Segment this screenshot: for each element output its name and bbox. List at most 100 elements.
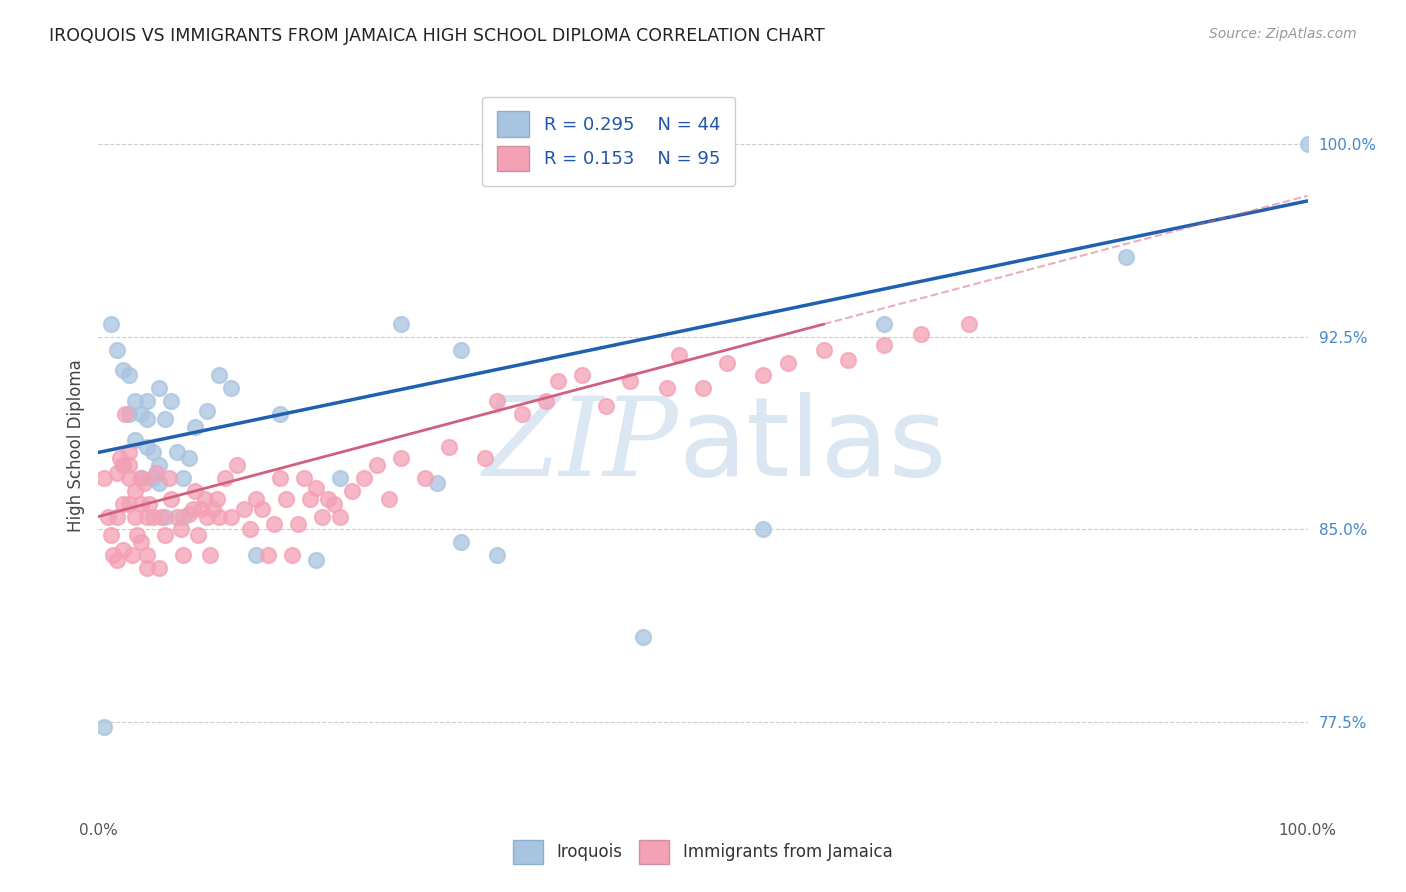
Point xyxy=(263,517,285,532)
Point xyxy=(205,491,228,506)
Point xyxy=(287,517,309,532)
Point xyxy=(873,337,896,351)
Point xyxy=(377,491,399,506)
Point xyxy=(111,363,134,377)
Point xyxy=(148,381,170,395)
Point xyxy=(752,523,775,537)
Point xyxy=(129,535,152,549)
Point xyxy=(486,548,509,562)
Point xyxy=(198,548,221,562)
Point xyxy=(118,368,141,383)
Point xyxy=(571,368,593,383)
Point xyxy=(342,483,364,498)
Point xyxy=(486,394,509,409)
Point xyxy=(450,535,472,549)
Point xyxy=(389,317,412,331)
Point xyxy=(135,561,157,575)
Point xyxy=(97,509,120,524)
Point xyxy=(214,471,236,485)
Point xyxy=(121,548,143,562)
Point xyxy=(111,497,134,511)
Point xyxy=(269,407,291,421)
Point xyxy=(194,491,217,506)
Point xyxy=(305,553,328,567)
Point xyxy=(957,317,980,331)
Text: IROQUOIS VS IMMIGRANTS FROM JAMAICA HIGH SCHOOL DIPLOMA CORRELATION CHART: IROQUOIS VS IMMIGRANTS FROM JAMAICA HIGH… xyxy=(49,27,825,45)
Point xyxy=(1115,251,1137,265)
Point xyxy=(153,509,176,524)
Point xyxy=(142,509,165,524)
Point xyxy=(100,527,122,541)
Point xyxy=(166,509,188,524)
Point xyxy=(124,433,146,447)
Point xyxy=(166,445,188,459)
Point xyxy=(135,548,157,562)
Point xyxy=(813,343,835,357)
Point xyxy=(135,440,157,454)
Point xyxy=(595,399,617,413)
Point xyxy=(323,497,346,511)
Point xyxy=(776,355,799,369)
Point xyxy=(181,501,204,516)
Point xyxy=(124,483,146,498)
Point xyxy=(129,471,152,485)
Point xyxy=(135,394,157,409)
Point xyxy=(256,548,278,562)
Point xyxy=(138,497,160,511)
Point xyxy=(101,548,124,562)
Point xyxy=(148,458,170,473)
Point xyxy=(157,471,180,485)
Point xyxy=(353,471,375,485)
Point xyxy=(118,458,141,473)
Point xyxy=(239,523,262,537)
Point xyxy=(619,374,641,388)
Point xyxy=(510,407,533,421)
Point xyxy=(148,476,170,491)
Point xyxy=(190,501,212,516)
Point xyxy=(150,509,173,524)
Point xyxy=(752,368,775,383)
Point xyxy=(105,466,128,480)
Point xyxy=(148,561,170,575)
Point xyxy=(366,458,388,473)
Point xyxy=(129,497,152,511)
Point xyxy=(172,471,194,485)
Point xyxy=(111,458,134,473)
Point xyxy=(232,501,254,516)
Point xyxy=(474,450,496,465)
Point xyxy=(208,509,231,524)
Point xyxy=(118,471,141,485)
Point xyxy=(311,509,333,524)
Point xyxy=(135,412,157,426)
Point xyxy=(145,466,167,480)
Point xyxy=(195,404,218,418)
Point xyxy=(305,481,328,495)
Point xyxy=(118,407,141,421)
Point xyxy=(108,450,131,465)
Legend: R = 0.295    N = 44, R = 0.153    N = 95: R = 0.295 N = 44, R = 0.153 N = 95 xyxy=(482,96,734,186)
Point xyxy=(142,445,165,459)
Point xyxy=(93,471,115,485)
Point xyxy=(1296,137,1319,152)
Point xyxy=(134,476,156,491)
Point xyxy=(111,458,134,473)
Point xyxy=(245,548,267,562)
Point xyxy=(245,491,267,506)
Point xyxy=(135,509,157,524)
Point xyxy=(153,527,176,541)
Point xyxy=(692,381,714,395)
Point xyxy=(153,412,176,426)
Point xyxy=(413,471,436,485)
Point xyxy=(426,476,449,491)
Point xyxy=(195,509,218,524)
Point xyxy=(111,543,134,558)
Point xyxy=(129,407,152,421)
Point xyxy=(208,368,231,383)
Point xyxy=(281,548,304,562)
Point xyxy=(105,553,128,567)
Point xyxy=(105,343,128,357)
Point xyxy=(329,509,352,524)
Point xyxy=(118,445,141,459)
Point xyxy=(226,458,249,473)
Point xyxy=(547,374,569,388)
